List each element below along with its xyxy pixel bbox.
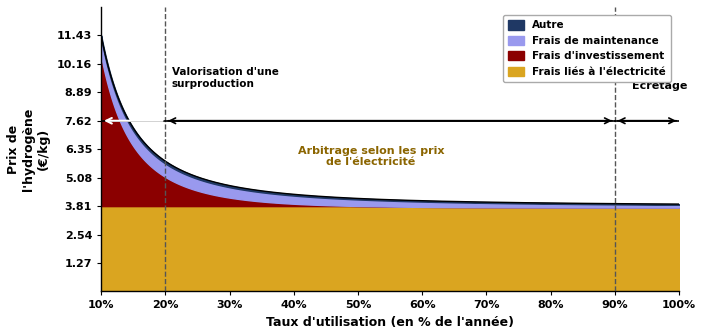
Text: Écrêtage: Écrêtage	[632, 79, 688, 91]
Legend: Autre, Frais de maintenance, Frais d'investissement, Frais liés à l'électricité: Autre, Frais de maintenance, Frais d'inv…	[503, 15, 671, 82]
X-axis label: Taux d'utilisation (en % de l'année): Taux d'utilisation (en % de l'année)	[266, 316, 514, 329]
Text: Arbitrage selon les prix
de l'électricité: Arbitrage selon les prix de l'électricit…	[297, 146, 444, 167]
Y-axis label: Prix de
l'hydrogène
(€/kg): Prix de l'hydrogène (€/kg)	[7, 108, 50, 191]
Text: Valorisation d'une
surproduction: Valorisation d'une surproduction	[172, 68, 278, 89]
